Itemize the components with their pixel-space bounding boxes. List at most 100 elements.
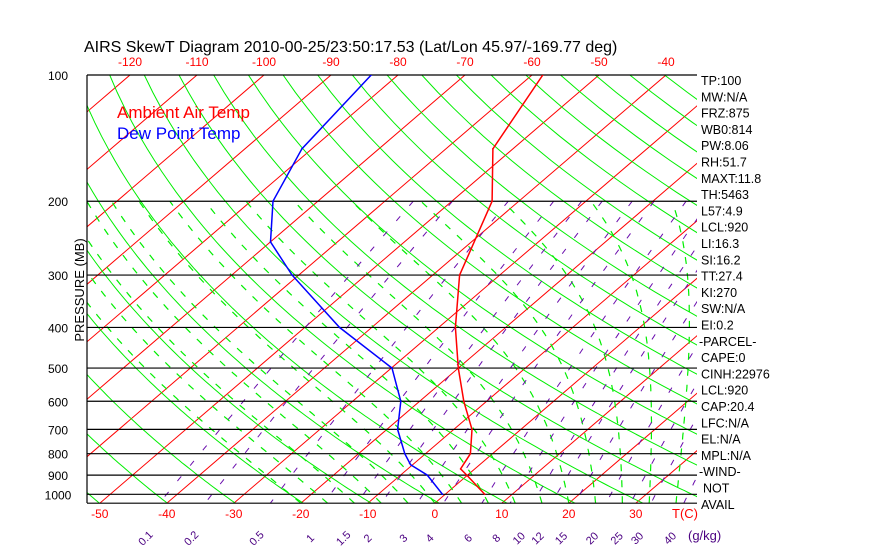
mixing-ratio-line <box>574 300 697 503</box>
dry-adiabat-line <box>664 75 697 100</box>
bottom-temp-tick-label: -30 <box>225 507 243 521</box>
top-temp-tick-label: -120 <box>118 55 142 69</box>
mixing-ratio-line <box>381 200 603 503</box>
isotherm-line <box>501 335 697 503</box>
stat-label: CAPE:0 <box>701 351 746 365</box>
stat-label: MPL:N/A <box>701 449 752 463</box>
bottom-temp-tick-label: -10 <box>359 507 377 521</box>
isotherm-line <box>434 277 697 503</box>
isotherm-line <box>635 450 697 503</box>
top-temp-tick-label: -70 <box>456 55 474 69</box>
stat-label: AVAIL <box>701 498 735 512</box>
isotherm-line <box>87 75 131 113</box>
mixing-ratio-tick-label: 40 <box>662 530 679 547</box>
stat-label: MAXT:11.8 <box>701 172 761 186</box>
bottom-temp-tick-label: 10 <box>495 507 509 521</box>
isotherm-line <box>87 75 466 400</box>
stat-label: LFC:N/A <box>701 416 750 430</box>
mixing-ratio-tick-label: 10 <box>511 530 528 547</box>
isotherm-line <box>770 75 870 503</box>
dry-adiabat-line <box>87 104 508 503</box>
mixing-ratio-line <box>630 382 697 503</box>
mixing-ratio-line <box>605 344 697 503</box>
dew-point-temp-point <box>403 452 406 455</box>
stat-label: PW:8.06 <box>701 139 749 153</box>
mixing-ratio-tick-label: 25 <box>609 530 626 547</box>
moist-adiabat-line <box>87 271 329 503</box>
pressure-tick-label: 600 <box>48 395 68 409</box>
stat-label: -WIND- <box>699 465 741 479</box>
isotherm-line <box>233 105 697 503</box>
dry-adiabat-line <box>490 75 697 234</box>
legend-dew-point-temp: Dew Point Temp <box>117 124 240 143</box>
mixing-ratio-tick-label: 3 <box>397 532 410 545</box>
ambient-air-temp-line <box>454 75 544 495</box>
dry-adiabat-line <box>87 373 236 503</box>
dry-adiabat-line <box>87 312 304 503</box>
isotherm-line <box>166 75 667 503</box>
dry-adiabat-line <box>143 75 644 503</box>
dry-adiabat-line <box>386 75 697 317</box>
ambient-air-temp-point <box>469 452 472 455</box>
dew-point-temp-point <box>391 367 393 369</box>
stat-label: SW:N/A <box>701 302 746 316</box>
pressure-tick-label: 200 <box>48 195 68 209</box>
dew-point-temp-point <box>370 75 373 76</box>
top-temp-tick-label: -50 <box>590 55 608 69</box>
stat-label: LCL:920 <box>701 221 748 235</box>
mixing-ratio-line <box>416 200 633 503</box>
stat-label: WB0:814 <box>701 123 752 137</box>
bottom-temp-tick-label: -20 <box>292 507 310 521</box>
dry-adiabat-line <box>282 75 697 405</box>
ambient-air-temp-point <box>454 326 457 329</box>
dry-adiabat-line <box>734 75 870 503</box>
stat-label: SI:16.2 <box>701 253 741 267</box>
dry-adiabat-line <box>317 75 697 375</box>
ambient-air-temp-point <box>492 148 494 150</box>
mixing-ratio-tick-label: 8 <box>490 532 503 545</box>
chart-title: AIRS SkewT Diagram 2010-00-25/23:50:17.5… <box>84 39 617 56</box>
top-temp-tick-label: -100 <box>252 55 276 69</box>
stat-label: EL:N/A <box>701 433 741 447</box>
y-axis-label: PRESSURE (MB) <box>72 238 87 341</box>
top-temp-tick-label: -60 <box>523 55 541 69</box>
moist-adiabat-line <box>169 200 463 503</box>
dew-point-temp-point <box>291 274 293 276</box>
dry-adiabat-line <box>213 75 697 466</box>
bottom-temp-tick-label: -50 <box>91 507 109 521</box>
dew-point-temp-point <box>426 474 429 476</box>
stat-label: TH:5463 <box>701 188 749 202</box>
mixing-ratio-tick-label: 6 <box>462 532 475 545</box>
ambient-air-temp-point <box>458 274 461 276</box>
stat-label: RH:51.7 <box>701 156 747 170</box>
dry-adiabat-line <box>629 75 697 127</box>
dry-adiabat-line <box>109 75 576 503</box>
stat-label: CAP:20.4 <box>701 400 755 414</box>
stat-label: TP:100 <box>701 74 741 88</box>
dew-point-temp-point <box>409 463 412 466</box>
bottom-temp-tick-label: 30 <box>629 507 643 521</box>
stat-label: EI:0.2 <box>701 319 734 333</box>
mixing-ratio-line <box>158 200 414 503</box>
bottom-temp-tick-label: 0 <box>431 507 438 521</box>
stat-label: FRZ:875 <box>701 107 750 121</box>
top-temp-tick-label: -90 <box>322 55 340 69</box>
mixing-ratio-unit-label: (g/kg) <box>688 528 721 543</box>
dry-adiabat-line <box>247 75 697 435</box>
moist-adiabat-line <box>351 200 570 503</box>
mixing-ratio-line <box>323 200 555 503</box>
dry-adiabat-line <box>0 75 31 503</box>
moist-adiabat-line <box>420 200 597 503</box>
dry-adiabat-line <box>803 75 870 503</box>
stat-label: CINH:22976 <box>701 367 770 381</box>
isotherm-line <box>87 75 265 228</box>
dry-adiabat-line <box>769 75 870 503</box>
mixing-ratio-tick-label: 20 <box>584 530 601 547</box>
mixing-ratio-line <box>356 200 583 503</box>
isotherm-line <box>99 75 600 503</box>
moist-adiabat-line <box>111 200 409 503</box>
stat-label: L57:4.9 <box>701 204 743 218</box>
mixing-ratio-tick-label: 1.5 <box>334 529 353 548</box>
moist-adiabat-line <box>87 237 355 503</box>
mixing-ratio-line <box>532 245 697 503</box>
